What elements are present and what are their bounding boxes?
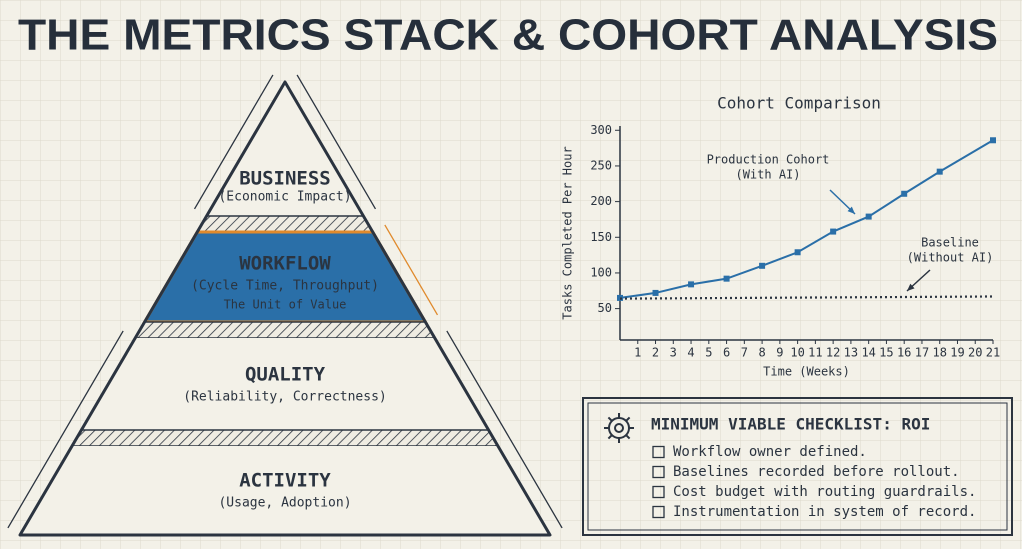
x-tick-label: 8 <box>758 346 765 360</box>
x-tick-label: 4 <box>687 346 694 360</box>
pyramid-outline <box>18 80 552 537</box>
dimension-line <box>296 74 377 210</box>
x-tick-label: 3 <box>670 346 677 360</box>
layer-quality <box>81 338 489 430</box>
checklist-frame <box>582 397 1013 536</box>
x-tick-label: 13 <box>844 346 858 360</box>
y-axis-label: Tasks Completed Per Hour <box>561 146 575 319</box>
annotation: (With AI) <box>735 168 800 182</box>
x-tick-label: 18 <box>932 346 946 360</box>
arrow-head <box>907 283 915 291</box>
annotation: (Without AI) <box>907 251 994 265</box>
data-point <box>990 137 996 144</box>
gear-icon <box>604 413 634 443</box>
dimension-line <box>7 438 61 529</box>
data-point <box>865 213 872 220</box>
x-tick-label: 2 <box>652 346 659 360</box>
x-tick-label: 1 <box>634 346 641 360</box>
y-tick-label: 200 <box>590 194 612 208</box>
y-tick-label: 150 <box>590 230 612 244</box>
y-tick-label: 100 <box>590 265 612 279</box>
data-point <box>830 228 837 235</box>
y-tick-label: 250 <box>590 158 612 172</box>
chart-title: Cohort Comparison <box>717 94 881 113</box>
layer-name: BUSINESS <box>239 168 331 190</box>
checkbox <box>652 505 665 519</box>
layer-name: ACTIVITY <box>239 470 331 492</box>
checklist-item: Instrumentation in system of record. <box>673 504 976 520</box>
checkbox <box>652 445 665 459</box>
x-tick-label: 21 <box>986 346 1000 360</box>
dimension-line <box>193 74 274 210</box>
x-tick-label: 10 <box>790 346 804 360</box>
x-axis-label: Time (Weeks) <box>763 365 850 379</box>
data-point <box>759 262 766 269</box>
checklist: MINIMUM VIABLE CHECKLIST: ROI Workflow ow… <box>582 397 1013 536</box>
x-tick-label: 6 <box>723 346 730 360</box>
x-tick-label: 19 <box>950 346 964 360</box>
layer-activity <box>20 446 550 535</box>
x-tick-label: 16 <box>897 346 911 360</box>
annotation: Production Cohort <box>707 153 830 167</box>
hatch-band <box>133 321 437 339</box>
hatch-band <box>195 215 375 233</box>
checkbox <box>652 465 665 479</box>
x-tick-label: 5 <box>705 346 712 360</box>
x-tick-label: 14 <box>861 346 875 360</box>
page-title: THE METRICS STACK & COHORT ANALYSIS <box>18 11 998 60</box>
checklist-item: Cost budget with routing guardrails. <box>673 484 976 500</box>
x-tick-label: 15 <box>879 346 893 360</box>
x-tick-label: 12 <box>826 346 840 360</box>
annotation: Baseline <box>921 236 979 250</box>
dimension-line <box>59 330 124 440</box>
layer-subtitle: (Reliability, Correctness) <box>183 390 387 405</box>
dimension-line <box>509 438 563 529</box>
arrow-head <box>847 206 855 214</box>
hatch-band <box>70 429 500 447</box>
layer-subtitle: (Economic Impact) <box>218 190 351 205</box>
checklist-title: MINIMUM VIABLE CHECKLIST: ROI <box>651 415 930 434</box>
layer-subtitle: (Usage, Adoption) <box>218 496 351 511</box>
x-tick-label: 7 <box>741 346 748 360</box>
data-point <box>936 168 943 175</box>
data-point <box>688 281 695 288</box>
data-point <box>652 289 659 296</box>
dimension-line <box>446 330 511 440</box>
data-point <box>901 190 908 197</box>
checklist-item: Workflow owner defined. <box>673 444 867 460</box>
checkbox <box>652 485 665 499</box>
layer-note: The Unit of Value <box>224 298 347 312</box>
dimension-line <box>384 224 439 316</box>
x-tick-label: 11 <box>808 346 822 360</box>
x-tick-label: 17 <box>915 346 929 360</box>
pyramid: BUSINESS(Economic Impact) WORKFLOW (Cycle … <box>7 74 563 537</box>
checklist-frame-inner <box>587 402 1008 531</box>
layer-subtitle: (Cycle Time, Throughput) <box>191 279 379 294</box>
x-tick-label: 9 <box>776 346 783 360</box>
layer-name: WORKFLOW <box>239 253 331 275</box>
data-point <box>723 275 730 282</box>
y-tick-label: 300 <box>590 123 612 137</box>
series-line <box>619 295 994 300</box>
data-point <box>794 249 801 256</box>
x-tick-label: 20 <box>968 346 982 360</box>
layer-name: QUALITY <box>245 364 326 386</box>
checklist-item: Baselines recorded before rollout. <box>673 464 960 480</box>
layer-business <box>206 82 364 216</box>
y-tick-label: 50 <box>598 301 612 315</box>
